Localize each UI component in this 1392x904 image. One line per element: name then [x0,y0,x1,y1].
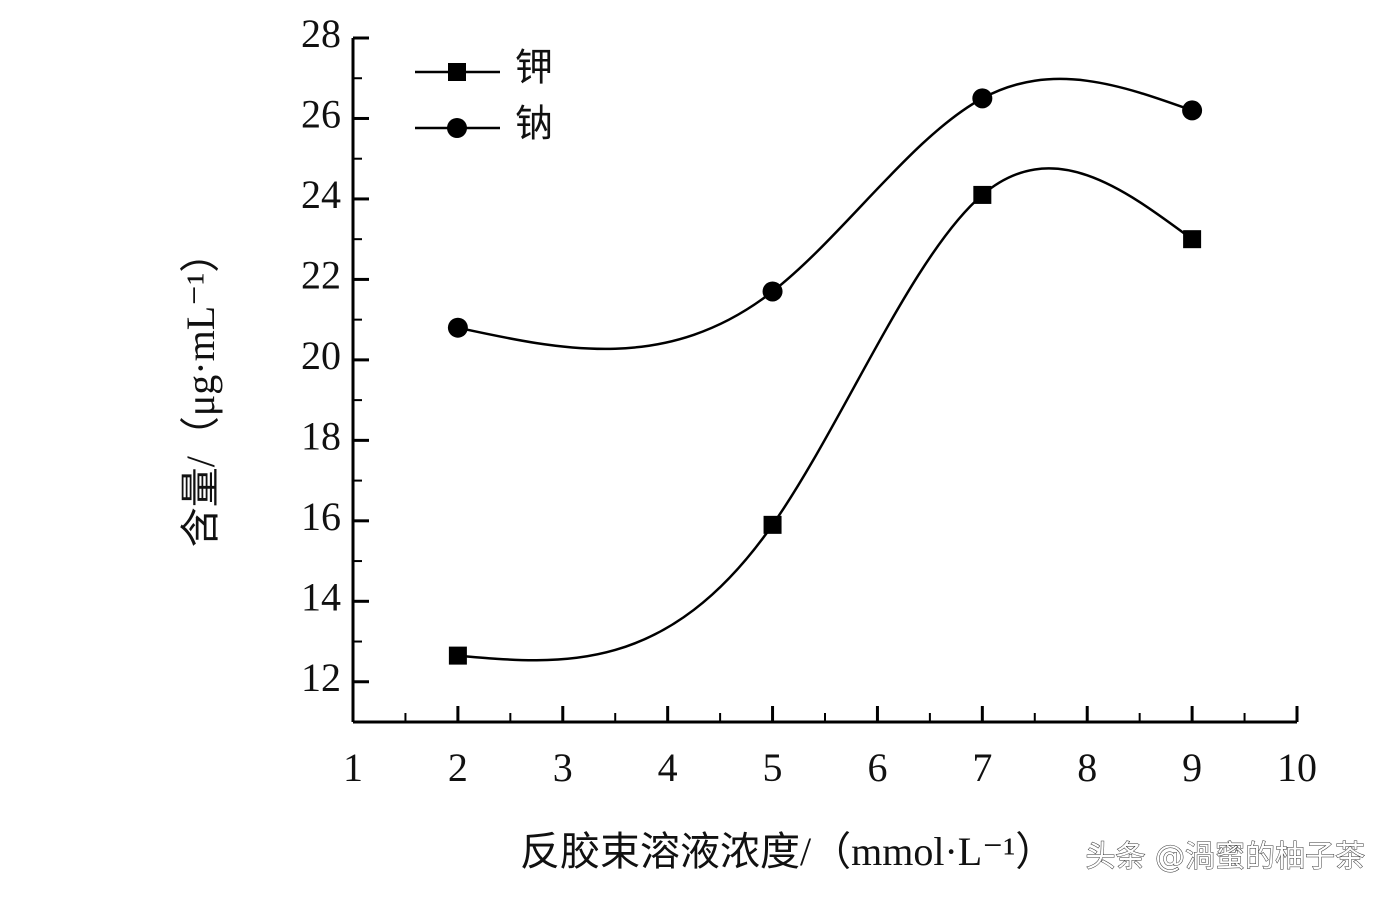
y-tick-label: 16 [301,494,341,539]
legend-marker [448,63,466,81]
marker [448,646,467,665]
x-tick-label: 1 [343,745,363,790]
x-tick-label: 5 [763,745,783,790]
series-line [457,77,1193,351]
marker [762,281,783,302]
y-tick-label: 26 [301,92,341,137]
x-axis-label: 反胶束溶液浓度/（mmol·L⁻¹） [520,829,1055,874]
marker [763,515,782,534]
x-tick-label: 3 [553,745,573,790]
x-tick-label: 6 [867,745,887,790]
marker [973,185,992,204]
watermark: 头条 @渦蜜的柚子茶 [1085,840,1365,875]
x-tick-label: 7 [972,745,992,790]
y-tick-label: 20 [301,333,341,378]
marker [1183,230,1202,249]
y-tick-label: 24 [301,172,341,217]
marker [1182,100,1203,121]
legend-label: 钾 [515,48,553,90]
x-tick-label: 10 [1277,745,1317,790]
y-tick-label: 14 [301,574,341,619]
legend-label: 钠 [515,104,553,146]
y-tick-label: 18 [301,414,341,459]
x-tick-label: 9 [1182,745,1202,790]
y-tick-label: 12 [301,655,341,700]
y-tick-label: 28 [301,11,341,56]
y-axis-label: 含量/（μg·mL⁻¹） [178,233,223,548]
legend-marker [447,118,467,138]
x-tick-label: 4 [658,745,678,790]
marker [447,317,468,338]
series-line [457,167,1193,662]
y-tick-label: 22 [301,253,341,298]
x-tick-label: 8 [1077,745,1097,790]
x-tick-label: 2 [448,745,468,790]
marker [972,88,993,109]
